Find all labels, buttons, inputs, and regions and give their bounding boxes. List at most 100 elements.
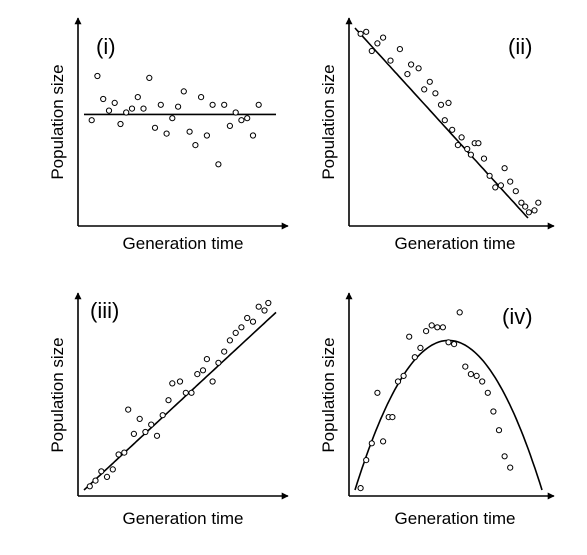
data-point xyxy=(249,132,257,139)
panel-label: (i) xyxy=(96,34,116,59)
data-point xyxy=(142,428,149,436)
data-point xyxy=(380,438,387,445)
data-point xyxy=(180,88,187,95)
data-point xyxy=(473,372,480,379)
data-point xyxy=(98,468,105,475)
data-point xyxy=(464,145,471,153)
data-point xyxy=(194,371,201,378)
data-point xyxy=(128,105,136,112)
data-point xyxy=(484,389,491,396)
data-point xyxy=(445,99,452,107)
panel-label: (iii) xyxy=(90,298,119,323)
data-point xyxy=(368,440,375,447)
data-point xyxy=(117,120,124,128)
panel-4: (iv) Generation time Population size xyxy=(319,292,555,528)
data-point xyxy=(203,356,210,363)
data-point xyxy=(244,314,251,322)
data-point xyxy=(221,348,228,355)
data-point xyxy=(88,117,95,124)
x-axis-label: Generation time xyxy=(123,509,244,528)
panel-label: (iv) xyxy=(502,304,533,329)
data-point xyxy=(480,155,488,162)
data-point xyxy=(387,57,394,64)
data-point xyxy=(501,165,508,172)
data-point xyxy=(501,453,508,460)
data-point xyxy=(176,378,184,385)
data-point xyxy=(417,344,424,351)
data-point xyxy=(374,40,381,47)
data-point xyxy=(374,389,381,396)
data-point xyxy=(151,124,159,131)
data-point xyxy=(518,199,525,206)
data-point xyxy=(109,466,116,473)
data-point xyxy=(136,415,143,422)
data-point xyxy=(522,203,529,210)
data-point xyxy=(441,117,448,124)
y-axis-label: Population size xyxy=(319,337,338,452)
data-point xyxy=(475,140,482,147)
data-point xyxy=(199,367,207,374)
data-point xyxy=(535,199,542,206)
data-point xyxy=(432,90,439,97)
data-point xyxy=(456,309,463,316)
data-point xyxy=(400,372,407,379)
data-point xyxy=(415,65,422,72)
data-marks xyxy=(354,309,543,492)
data-point xyxy=(265,299,272,307)
data-point xyxy=(531,207,538,214)
data-point xyxy=(226,337,233,344)
data-point xyxy=(159,412,166,419)
data-point xyxy=(203,132,210,139)
data-point xyxy=(437,101,445,108)
data-point xyxy=(462,363,469,370)
data-point xyxy=(486,172,493,179)
data-point xyxy=(182,389,189,396)
data-point xyxy=(153,432,161,439)
data-point xyxy=(451,341,458,348)
data-point xyxy=(148,421,155,428)
data-point xyxy=(198,94,205,101)
trend-line xyxy=(83,311,277,491)
data-point xyxy=(434,324,441,331)
data-point xyxy=(408,61,415,68)
data-point xyxy=(512,188,519,195)
y-axis-label: Population size xyxy=(319,64,338,179)
data-point xyxy=(134,94,141,101)
data-point xyxy=(103,473,111,480)
data-point xyxy=(94,72,101,80)
data-point xyxy=(163,130,170,137)
data-point xyxy=(123,109,130,116)
data-point xyxy=(363,28,370,35)
y-axis-label: Population size xyxy=(48,64,67,179)
data-point xyxy=(404,71,411,78)
data-point xyxy=(411,354,418,361)
data-point xyxy=(165,397,172,404)
data-point xyxy=(428,322,435,329)
data-point xyxy=(209,378,216,385)
data-point xyxy=(445,339,452,346)
data-point xyxy=(261,307,268,314)
data-point xyxy=(92,477,99,484)
data-point xyxy=(121,449,128,456)
data-point xyxy=(423,328,430,335)
data-point xyxy=(394,378,402,385)
data-point xyxy=(186,128,193,135)
data-point xyxy=(215,161,222,168)
panel-1: (i) Generation time Population size xyxy=(48,17,289,253)
data-point xyxy=(406,333,413,340)
data-point xyxy=(238,117,245,124)
data-point xyxy=(100,95,107,103)
trend-line xyxy=(354,27,529,219)
data-point xyxy=(368,47,375,55)
x-axis-label: Generation time xyxy=(395,509,516,528)
data-point xyxy=(467,371,474,378)
data-point xyxy=(169,115,176,122)
y-axis-label: Population size xyxy=(48,337,67,452)
data-point xyxy=(439,324,446,331)
data-point xyxy=(105,107,113,114)
data-point xyxy=(497,182,504,189)
data-point xyxy=(421,86,428,93)
data-point xyxy=(146,74,153,82)
data-marks xyxy=(84,72,276,168)
